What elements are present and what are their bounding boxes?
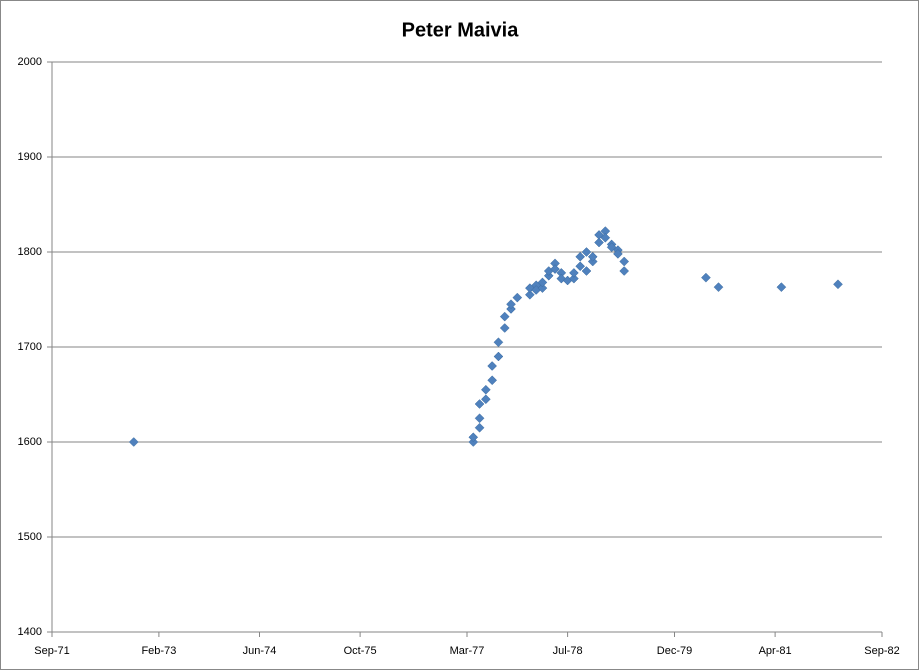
- data-point: [499, 323, 510, 333]
- data-point: [575, 251, 586, 262]
- x-tick-label: Sep-82: [864, 645, 899, 657]
- data-point: [487, 361, 498, 371]
- data-point: [493, 337, 504, 348]
- data-point: [550, 264, 560, 274]
- data-point: [474, 399, 485, 409]
- data-point: [128, 437, 139, 447]
- x-tick-label: Oct-75: [344, 645, 377, 657]
- data-point: [713, 282, 724, 293]
- data-point: [512, 292, 523, 303]
- data-point: [481, 384, 491, 395]
- y-tick-label: 1900: [18, 151, 42, 163]
- data-point: [506, 299, 516, 310]
- data-point: [613, 249, 623, 259]
- data-point: [499, 311, 510, 322]
- y-tick-label: 1400: [18, 626, 42, 638]
- data-point: [619, 266, 630, 276]
- y-tick-label: 2000: [18, 56, 42, 68]
- x-tick-label: Jun-74: [243, 645, 277, 657]
- data-point: [474, 422, 485, 433]
- data-point: [569, 273, 579, 284]
- data-point: [581, 266, 592, 276]
- data-point: [537, 277, 548, 288]
- data-point: [468, 432, 479, 443]
- data-point: [619, 256, 630, 267]
- data-point: [833, 279, 843, 290]
- data-point: [575, 261, 586, 272]
- data-point: [701, 272, 711, 283]
- data-point: [776, 282, 787, 293]
- data-point: [474, 413, 485, 424]
- data-point: [587, 251, 598, 262]
- data-point: [525, 289, 535, 300]
- y-tick-label: 1700: [18, 341, 42, 353]
- x-tick-label: Apr-81: [759, 645, 792, 657]
- chart-title: Peter Maivia: [402, 19, 520, 41]
- data-point: [594, 237, 604, 248]
- x-tick-label: Jul-78: [553, 645, 583, 657]
- data-point: [537, 283, 548, 293]
- data-point: [481, 394, 491, 405]
- x-tick-label: Mar-77: [450, 645, 485, 657]
- y-tick-label: 1500: [18, 531, 42, 543]
- y-tick-label: 1800: [18, 246, 42, 258]
- data-point: [581, 247, 592, 257]
- data-point: [569, 268, 579, 278]
- x-tick-label: Feb-73: [141, 645, 176, 657]
- x-tick-label: Sep-71: [34, 645, 69, 657]
- x-tick-label: Dec-79: [657, 645, 692, 657]
- data-point: [493, 351, 504, 362]
- y-tick-label: 1600: [18, 436, 42, 448]
- data-point: [487, 375, 498, 386]
- data-point: [600, 232, 611, 243]
